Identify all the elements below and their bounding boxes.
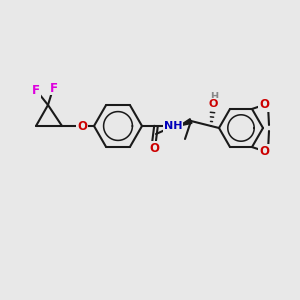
- Text: O: O: [259, 145, 269, 158]
- Text: O: O: [149, 142, 159, 154]
- Polygon shape: [179, 119, 192, 126]
- Text: H: H: [210, 92, 218, 102]
- Text: O: O: [208, 99, 218, 109]
- Text: F: F: [32, 85, 40, 98]
- Text: O: O: [77, 119, 87, 133]
- Text: NH: NH: [164, 121, 182, 131]
- Text: O: O: [259, 98, 269, 111]
- Text: F: F: [50, 82, 58, 94]
